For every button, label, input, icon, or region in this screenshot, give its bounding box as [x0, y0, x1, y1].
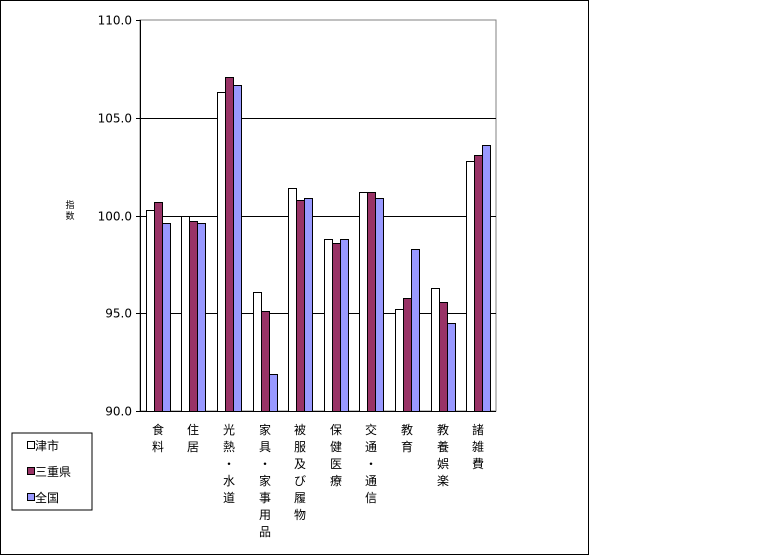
bar — [233, 85, 242, 412]
x-tick-label: 被服及び履物 — [294, 423, 306, 522]
x-tick-label: 住居 — [187, 423, 199, 454]
bar — [304, 198, 313, 412]
y-tick-label: 90.0 — [105, 405, 132, 419]
y-tick-label: 100.0 — [98, 210, 132, 224]
bar — [261, 311, 270, 412]
bar — [439, 302, 448, 412]
bar — [411, 249, 420, 412]
legend-box — [11, 432, 93, 511]
y-tick-label: 110.0 — [98, 14, 132, 28]
y-tick-label: 105.0 — [98, 112, 132, 126]
bar — [395, 309, 404, 412]
x-tick-label: 光熱・水道 — [223, 423, 235, 505]
bar — [340, 239, 349, 412]
bar — [162, 223, 171, 412]
bar — [296, 200, 305, 412]
bar — [332, 243, 341, 412]
bar — [225, 77, 234, 412]
legend-label: 三重県 — [35, 465, 71, 479]
legend-swatch — [27, 441, 35, 449]
x-tick-label: 食料 — [152, 422, 164, 454]
bar — [324, 239, 333, 412]
bar — [146, 210, 155, 412]
bar — [367, 192, 376, 412]
legend-swatch — [27, 493, 35, 501]
bar — [269, 374, 278, 412]
bar — [359, 192, 368, 412]
legend-swatch — [27, 467, 35, 475]
x-tick-label: 教育 — [401, 422, 413, 454]
axes: 90.0 95.0 100.0 105.0 110.0 — [98, 14, 496, 419]
x-tick-label: 家具・家事用品 — [259, 422, 271, 539]
legend-label: 津市 — [35, 438, 59, 453]
bar — [403, 298, 412, 412]
bar — [466, 161, 475, 412]
bar — [482, 145, 491, 412]
bar — [474, 155, 483, 412]
bar — [189, 221, 198, 412]
legend-label: 全国 — [35, 490, 59, 505]
bar — [447, 323, 456, 412]
bar — [253, 292, 262, 412]
bar — [154, 202, 163, 412]
bars — [146, 77, 491, 412]
x-tick-label: 教養娯楽 — [437, 422, 449, 488]
x-tick-label: 保健医療 — [330, 423, 342, 488]
bar — [288, 188, 297, 412]
y-axis-label: 指数 — [65, 199, 74, 222]
bar — [375, 198, 384, 412]
x-tick-label: 諸雑費 — [472, 422, 484, 471]
y-tick-label: 95.0 — [105, 307, 132, 321]
bar — [217, 92, 226, 412]
bar — [431, 288, 440, 412]
x-tick-label: 交通・通信 — [365, 422, 377, 505]
bar — [197, 223, 206, 412]
bar — [181, 216, 190, 412]
